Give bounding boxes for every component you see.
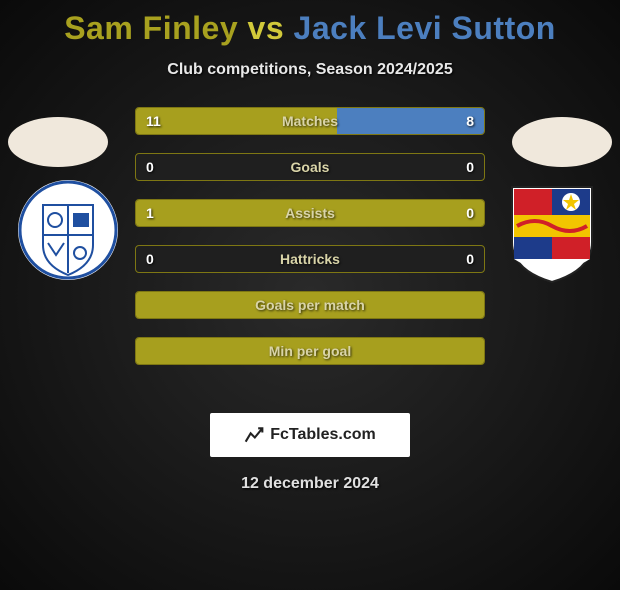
comparison-title: Sam Finley vs Jack Levi Sutton xyxy=(0,10,620,47)
stat-bar-left xyxy=(136,292,484,318)
stat-value-left: 0 xyxy=(146,154,154,180)
comparison-arena: Matches118Goals00Assists10Hattricks00Goa… xyxy=(0,107,620,407)
stat-label: Goals xyxy=(136,154,484,180)
chart-icon xyxy=(244,425,264,445)
stat-row: Matches118 xyxy=(135,107,485,135)
branding-text: FcTables.com xyxy=(270,426,376,444)
stat-row: Min per goal xyxy=(135,337,485,365)
stat-bar-left xyxy=(136,108,337,134)
stat-value-right: 0 xyxy=(466,246,474,272)
player1-photo xyxy=(8,117,108,167)
stat-row: Goals per match xyxy=(135,291,485,319)
stat-value-left: 0 xyxy=(146,246,154,272)
stat-bar-left xyxy=(136,338,484,364)
player2-photo xyxy=(512,117,612,167)
stat-bar-left xyxy=(136,200,484,226)
stat-value-right: 0 xyxy=(466,154,474,180)
stat-row: Goals0 0 xyxy=(135,153,485,181)
stat-row: Hattricks0 0 xyxy=(135,245,485,273)
stat-bar-right xyxy=(337,108,484,134)
branding-badge: FcTables.com xyxy=(210,413,410,457)
date-stamp: 12 december 2024 xyxy=(0,475,620,493)
player1-club-logo xyxy=(18,175,118,285)
stat-row: Assists10 xyxy=(135,199,485,227)
player2-name: Jack Levi Sutton xyxy=(294,10,556,46)
subtitle: Club competitions, Season 2024/2025 xyxy=(0,61,620,79)
player2-club-logo xyxy=(502,175,602,285)
stat-label: Hattricks xyxy=(136,246,484,272)
player1-name: Sam Finley xyxy=(64,10,238,46)
title-vs: vs xyxy=(248,10,285,46)
stat-bars: Matches118Goals00Assists10Hattricks00Goa… xyxy=(135,107,485,383)
